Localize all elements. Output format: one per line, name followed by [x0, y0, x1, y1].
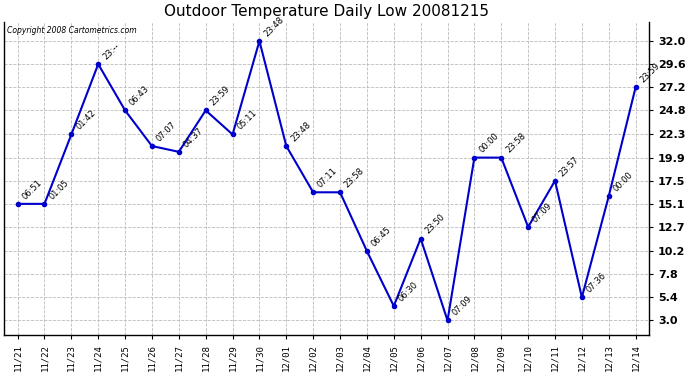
Title: Outdoor Temperature Daily Low 20081215: Outdoor Temperature Daily Low 20081215 — [164, 4, 489, 19]
Text: 07:09: 07:09 — [531, 201, 554, 224]
Text: 04:37: 04:37 — [181, 126, 205, 149]
Text: 23:57: 23:57 — [558, 154, 581, 178]
Text: 00:00: 00:00 — [477, 132, 500, 155]
Text: 23:--: 23:-- — [101, 41, 121, 62]
Text: 23:59: 23:59 — [208, 84, 232, 108]
Text: 01:05: 01:05 — [47, 178, 70, 201]
Text: 06:43: 06:43 — [128, 84, 151, 108]
Text: 00:00: 00:00 — [611, 170, 635, 194]
Text: 05:11: 05:11 — [235, 108, 259, 132]
Text: 07:07: 07:07 — [155, 120, 178, 143]
Text: 23:59: 23:59 — [638, 61, 662, 84]
Text: 06:45: 06:45 — [370, 225, 393, 248]
Text: 23:58: 23:58 — [343, 166, 366, 189]
Text: 23:50: 23:50 — [424, 213, 446, 236]
Text: 07:09: 07:09 — [451, 294, 473, 318]
Text: 06:30: 06:30 — [397, 280, 420, 303]
Text: 01:42: 01:42 — [74, 108, 97, 132]
Text: 23:48: 23:48 — [289, 120, 313, 143]
Text: 23:48: 23:48 — [262, 15, 286, 38]
Text: 06:51: 06:51 — [21, 178, 43, 201]
Text: 23:58: 23:58 — [504, 132, 527, 155]
Text: 07:36: 07:36 — [584, 271, 608, 295]
Text: Copyright 2008 Cartometrics.com: Copyright 2008 Cartometrics.com — [8, 26, 137, 35]
Text: 07:11: 07:11 — [316, 166, 339, 189]
